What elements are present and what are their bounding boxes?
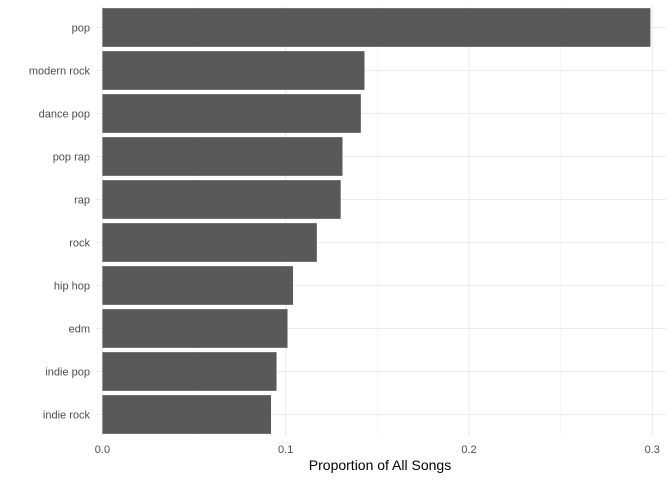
y-axis-tick-labels: pop modern rock dance pop pop rap rap rock hip…: [29, 23, 91, 422]
x-tick-label: 0.1: [278, 444, 293, 456]
y-tick-label: modern rock: [29, 66, 91, 78]
y-tick-label: indie pop: [45, 367, 90, 379]
bar-pop: [102, 8, 651, 47]
x-tick-label: 0.3: [645, 444, 660, 456]
x-tick-label: 0.0: [95, 444, 110, 456]
bar-indie-pop: [102, 352, 277, 391]
y-tick-label: indie rock: [43, 410, 91, 422]
y-tick-label: dance pop: [39, 109, 90, 121]
bar-rock: [102, 223, 317, 262]
x-axis-tick-labels: 0.0 0.1 0.2 0.3: [95, 444, 660, 456]
bar-edm: [102, 309, 288, 348]
bar-indie-rock: [102, 395, 272, 434]
bar-dance-pop: [102, 94, 361, 133]
x-axis-title: Proportion of All Songs: [309, 457, 451, 473]
bar-pop-rap: [102, 137, 343, 176]
bar-hip-hop: [102, 266, 294, 305]
y-tick-label: pop rap: [53, 152, 90, 164]
bar-modern-rock: [102, 51, 365, 90]
x-tick-label: 0.2: [461, 444, 476, 456]
y-tick-label: hip hop: [54, 281, 90, 293]
y-tick-label: rap: [74, 195, 90, 207]
y-tick-label: rock: [69, 238, 90, 250]
bar-rap: [102, 180, 341, 219]
bars: [102, 8, 651, 434]
y-tick-label: pop: [72, 23, 90, 35]
y-tick-label: edm: [69, 324, 90, 336]
